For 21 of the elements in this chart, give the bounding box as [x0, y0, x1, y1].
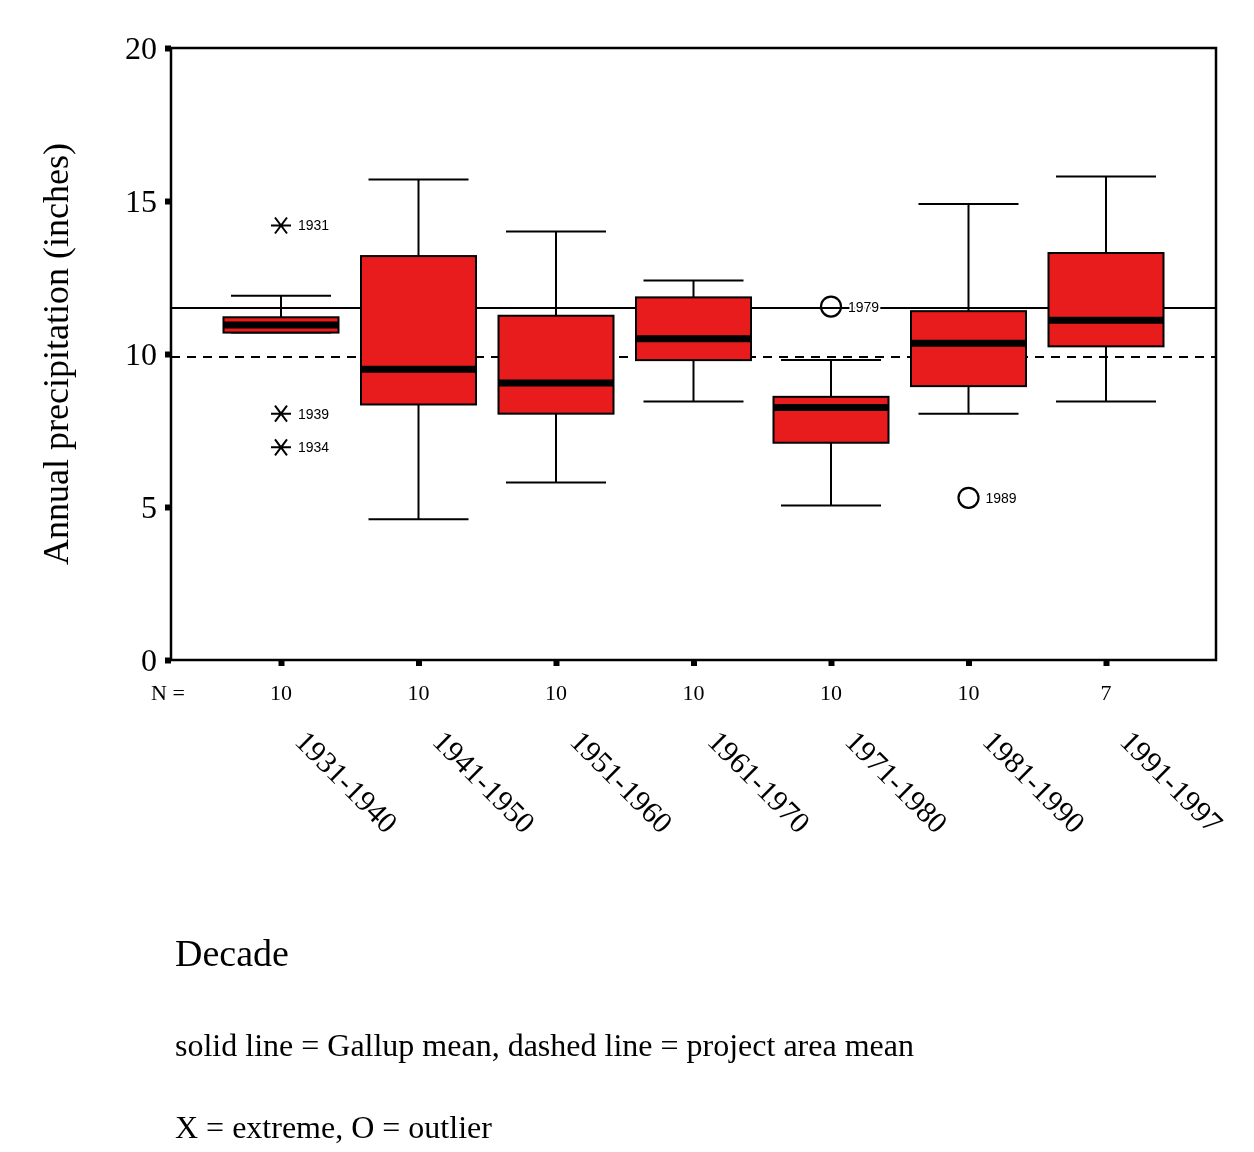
y-tick-label: 0 [141, 641, 157, 678]
text: X = extreme, O = outlier [175, 1109, 493, 1145]
x-axis-title: Decade [175, 932, 289, 974]
text: 10 [407, 680, 430, 705]
y-axis-title: Annual precipitation (inches) [36, 143, 76, 565]
text: 10 [270, 680, 292, 705]
y-tick-label: 5 [141, 488, 157, 525]
annotation: 1934 [298, 439, 330, 456]
y-tick-label: 10 [125, 335, 157, 372]
text: N = [151, 680, 185, 705]
text: solid line = Gallup mean, dashed line = project area mean [175, 1027, 914, 1063]
text: 10 [545, 680, 567, 705]
y-tick-label: 15 [125, 182, 157, 219]
annotation: 1989 [985, 489, 1017, 506]
annotation: 1939 [298, 405, 330, 422]
text: 10 [682, 680, 705, 705]
annotation: 1931 [298, 217, 330, 234]
text: 10 [957, 680, 980, 705]
y-tick-label: 20 [125, 29, 157, 66]
text: 10 [820, 680, 842, 705]
text: 7 [1100, 680, 1112, 705]
